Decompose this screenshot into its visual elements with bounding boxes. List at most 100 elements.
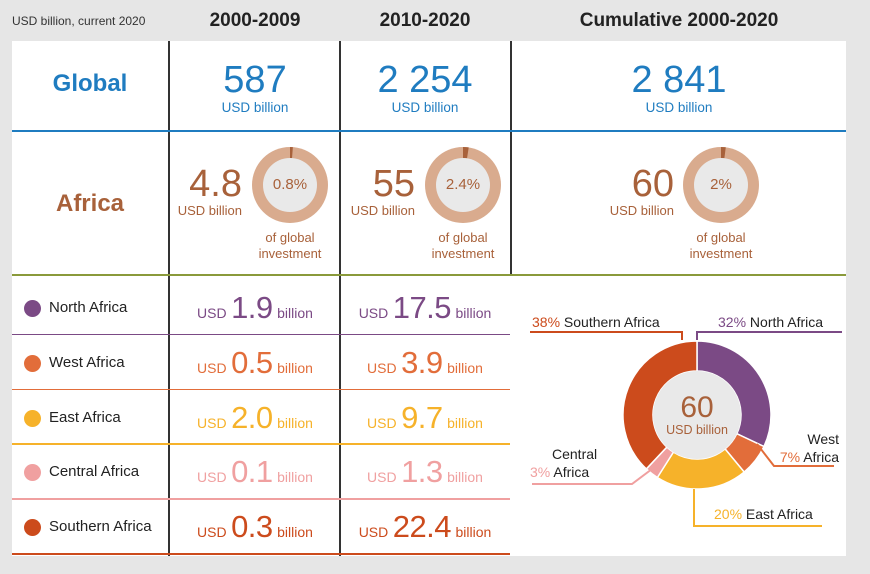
africa-2000-2009-value-block: 4.8 USD billion — [172, 165, 242, 218]
pie-name-southern-africa: Southern Africa — [563, 314, 660, 330]
pie-center: 60 USD billion — [654, 393, 740, 438]
column-header-2000-2009: 2000-2009 — [209, 10, 301, 31]
subregion-value-v2: USD 3.9 billion — [340, 345, 510, 381]
global-2010-2020-value: 2 254 — [377, 59, 473, 101]
subregion-amount: 3.9 — [401, 344, 443, 380]
africa-2010-2020-share-ring — [425, 147, 501, 223]
africa-2010-2020-value: 55 — [372, 163, 415, 205]
billion-suffix: billion — [455, 305, 492, 321]
africa-2010-2020-share: 2.4% — [445, 176, 481, 193]
subregion-value-v1: USD 0.5 billion — [170, 345, 340, 381]
subregion-row-divider — [12, 443, 510, 445]
africa-unit: USD billion — [177, 203, 242, 218]
usd-prefix: USD — [197, 524, 227, 541]
pie-label-west-africa: West 7% Africa — [773, 430, 839, 466]
share-ring-slice — [721, 147, 726, 159]
usd-prefix: USD — [367, 414, 397, 431]
subregion-dot — [24, 354, 41, 372]
usd-prefix: USD — [358, 524, 389, 541]
donut-center — [653, 371, 741, 459]
subregion-dot — [24, 300, 41, 317]
column-header-cumulative: Cumulative 2000-2020 — [579, 10, 779, 31]
subregion-value-v2: USD 17.5 billion — [340, 290, 510, 326]
subregion-row-divider — [12, 388, 510, 391]
subregion-dot — [24, 519, 41, 537]
pie-label-east-africa: 20% East Africa — [714, 506, 813, 522]
pie-name-central-1: Central — [552, 446, 598, 462]
usd-prefix: USD — [197, 305, 227, 321]
subregion-amount: 1.3 — [401, 454, 443, 490]
global-2000-2009-value: 587 — [223, 59, 287, 101]
pie-name-east-africa: East Africa — [745, 506, 813, 522]
pie-pct-west-africa: 7% — [779, 449, 801, 465]
billion-suffix: billion — [447, 414, 483, 431]
subregion-value-v1: USD 1.9 billion — [170, 290, 340, 326]
column-divider-2 — [339, 41, 341, 556]
global-cumulative-value: 2 841 — [631, 59, 727, 101]
subregion-dot — [24, 464, 41, 482]
pie-pct-southern-africa: 38% — [532, 314, 561, 330]
africa-label: Africa — [55, 190, 125, 217]
subregion-value-v1: USD 0.1 billion — [170, 454, 340, 490]
usd-prefix: USD — [197, 414, 227, 431]
share-ring-slice — [463, 147, 469, 159]
africa-2000-2009-of-global: of global investment — [250, 230, 330, 262]
pie-pct-east-africa: 20% — [714, 506, 743, 522]
usd-prefix: USD — [367, 359, 397, 376]
pie-label-north-africa: 32% North Africa — [718, 314, 823, 330]
pie-label-southern-africa: 38% Southern Africa — [532, 314, 660, 330]
cumulative-donut-chart — [530, 331, 842, 527]
subregion-amount: 1.9 — [231, 290, 273, 325]
subregion-name: Central Africa — [49, 463, 140, 481]
subregion-amount: 0.5 — [231, 344, 273, 380]
subregion-value-v1: USD 0.3 billion — [170, 509, 340, 545]
subregion-amount: 0.3 — [231, 509, 273, 545]
pie-pct-central-africa: 3% — [530, 464, 551, 480]
africa-cumulative-share: 2% — [710, 176, 732, 193]
subregion-value-v2: USD 22.4 billion — [340, 509, 510, 545]
billion-suffix: billion — [447, 469, 483, 486]
global-label: Global — [52, 70, 128, 97]
billion-suffix: billion — [277, 305, 313, 321]
billion-suffix: billion — [277, 359, 313, 376]
usd-prefix: USD — [197, 359, 227, 376]
subregion-value-v1: USD 2.0 billion — [170, 400, 340, 436]
subregion-name: North Africa — [49, 299, 128, 316]
row-divider-global — [12, 130, 846, 132]
pie-name-west-2: Africa — [803, 449, 839, 465]
billion-suffix: billion — [455, 524, 492, 541]
global-unit: USD billion — [645, 100, 713, 115]
leader-line — [532, 465, 657, 485]
leader-line — [756, 443, 834, 467]
subregion-value-v2: USD 1.3 billion — [340, 454, 510, 490]
africa-cumulative-value-block: 60 USD billion — [602, 165, 674, 218]
usd-prefix: USD — [197, 469, 227, 486]
pie-center-unit: USD billion — [666, 423, 728, 437]
pie-name-north-africa: North Africa — [749, 314, 824, 330]
leader-line — [530, 331, 683, 340]
leader-line — [693, 489, 822, 527]
investment-text: investment — [431, 246, 495, 261]
column-divider-1 — [168, 41, 170, 556]
of-global-text: of global — [265, 230, 315, 245]
africa-2010-2020-value-block: 55 USD billion — [343, 165, 415, 218]
leader-line — [696, 331, 842, 340]
subregion-amount: 0.1 — [231, 454, 273, 490]
global-unit: USD billion — [391, 100, 459, 115]
usd-prefix: USD — [367, 469, 397, 486]
pie-pct-north-africa: 32% — [718, 314, 747, 330]
africa-cumulative-share-ring — [683, 147, 759, 223]
billion-suffix: billion — [447, 359, 483, 376]
africa-cumulative-of-global: of global investment — [681, 230, 761, 262]
subregion-dot — [24, 409, 41, 427]
pie-name-central-2: Africa — [553, 464, 590, 480]
column-divider-3 — [510, 41, 512, 276]
africa-cumulative-value: 60 — [631, 163, 674, 205]
africa-unit: USD billion — [350, 203, 415, 218]
subregion-amount: 2.0 — [231, 399, 273, 435]
global-2000-2009-cell: 587 USD billion — [170, 60, 340, 115]
subregion-amount: 9.7 — [401, 399, 443, 435]
billion-suffix: billion — [277, 414, 313, 431]
of-global-text: of global — [438, 230, 488, 245]
subregion-name: West Africa — [49, 353, 125, 371]
